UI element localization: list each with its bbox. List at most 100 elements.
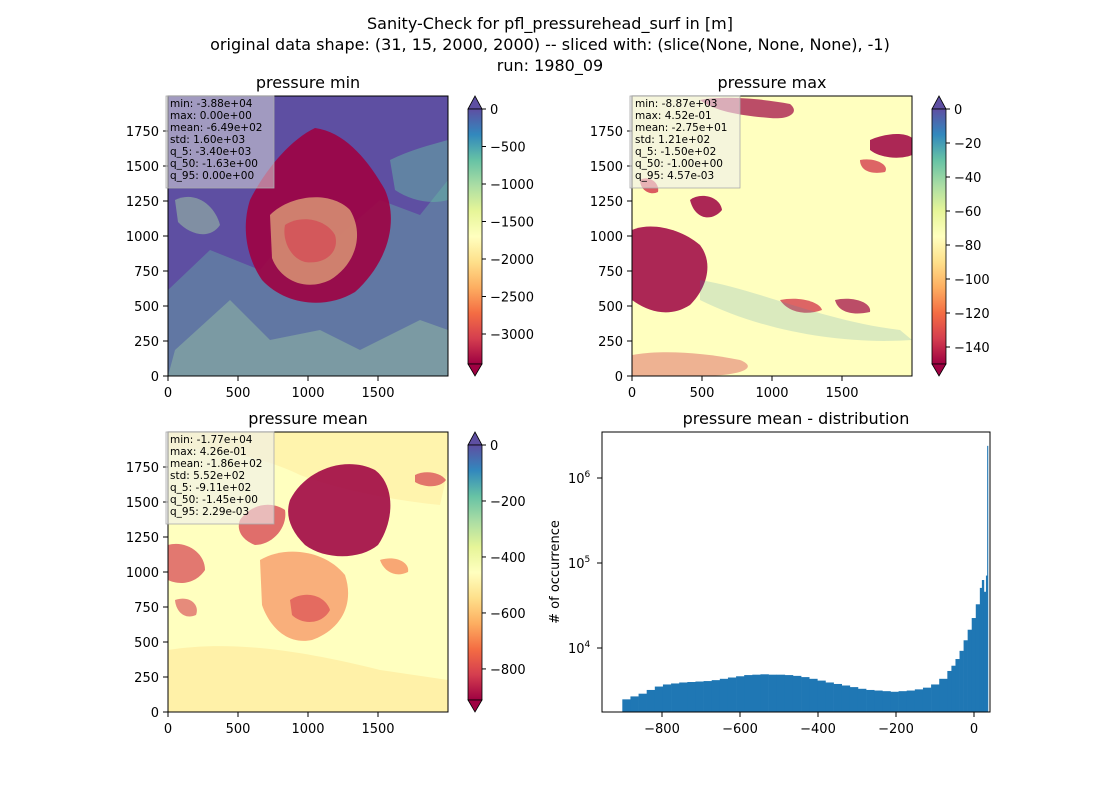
y-tick-label: 1000 xyxy=(126,230,159,245)
y-axis-label: # of occurrence xyxy=(548,520,563,624)
x-tick-label: 500 xyxy=(226,386,251,401)
y-tick-label: 250 xyxy=(134,671,159,686)
stat-line: max: 4.26e-01 xyxy=(170,446,247,458)
histogram-bar xyxy=(646,689,656,712)
x-tick-label: 1000 xyxy=(291,386,324,401)
colorbar-tick-label: 0 xyxy=(954,103,962,118)
histogram-bar xyxy=(985,575,988,712)
x-tick-label: −600 xyxy=(722,722,758,737)
stats-box: min: -3.88e+04 max: 0.00e+00 mean: -6.49… xyxy=(165,95,275,189)
colorbar-extend-bottom xyxy=(467,363,483,377)
x-tick-label: 1500 xyxy=(361,386,394,401)
histogram-bar xyxy=(622,699,631,712)
y-axis: 0 250 500 750 1000 1250 1500 1750 xyxy=(126,461,168,721)
title-line-1: Sanity-Check for pfl_pressurehead_surf i… xyxy=(367,14,733,34)
histogram-bar xyxy=(703,681,712,712)
panel-title: pressure min xyxy=(256,73,360,92)
x-tick-label: 1500 xyxy=(361,722,394,737)
colorbar-tick-label: −800 xyxy=(490,663,526,678)
stat-line: q_95: 2.29e-03 xyxy=(170,506,249,518)
histogram-bar xyxy=(695,681,704,712)
stat-line: q_5: -1.50e+02 xyxy=(635,146,716,158)
histogram-bar xyxy=(967,629,973,712)
x-tick-label: 500 xyxy=(690,386,715,401)
histogram-bar xyxy=(983,591,987,712)
histogram-bar xyxy=(784,675,794,712)
stat-line: q_95: 4.57e-03 xyxy=(635,170,714,182)
x-tick-label: 1000 xyxy=(755,386,788,401)
y-tick-label: 500 xyxy=(598,300,623,315)
y-tick-label: 1500 xyxy=(590,160,623,175)
y-tick-label: 1250 xyxy=(126,531,159,546)
x-tick-label: 1500 xyxy=(825,386,858,401)
colorbar-gradient xyxy=(931,108,947,365)
panel-distribution: pressure mean - distribution −800 −600 −… xyxy=(548,409,991,737)
histogram-bar xyxy=(947,670,952,712)
stat-line: mean: -2.75e+01 xyxy=(635,122,727,134)
histogram-bar xyxy=(809,678,818,712)
histogram-bar xyxy=(817,680,826,712)
y-tick-label: 1750 xyxy=(590,125,623,140)
y-tick-label: 1500 xyxy=(126,496,159,511)
histogram-bar xyxy=(744,675,753,712)
y-tick-label: 250 xyxy=(598,335,623,350)
axes-frame xyxy=(601,431,991,713)
heatmap-image xyxy=(168,96,448,376)
panel-pressure-mean: pressure mean 0 500 1000 1500 0 250 5 xyxy=(126,409,526,737)
histogram-bar xyxy=(768,674,778,712)
histogram-bar xyxy=(679,682,688,712)
colorbar-tick-label: −600 xyxy=(490,607,526,622)
histogram-bar xyxy=(987,445,989,712)
histogram-bar xyxy=(931,684,940,712)
histogram-bar xyxy=(849,687,859,712)
histogram-bar xyxy=(833,683,843,712)
x-axis: 0 500 1000 1500 xyxy=(164,376,395,401)
stat-line: mean: -6.49e+02 xyxy=(170,122,262,134)
x-tick-label: 0 xyxy=(628,386,636,401)
histogram-bar xyxy=(801,677,810,712)
histogram-bar xyxy=(874,690,883,712)
colorbar-tick-label: 0 xyxy=(490,103,498,118)
stat-line: std: 5.52e+02 xyxy=(170,470,245,482)
stat-line: min: -1.77e+04 xyxy=(170,434,253,446)
y-tick-label: 1750 xyxy=(126,125,159,140)
colorbar-gradient xyxy=(467,444,483,701)
y-tick-label: 1000 xyxy=(126,566,159,581)
x-tick-label: 0 xyxy=(970,722,978,737)
histogram-bar xyxy=(857,688,867,712)
colorbar-extend-top xyxy=(467,95,483,110)
y-tick-label: 1500 xyxy=(126,160,159,175)
colorbar-extend-top xyxy=(931,95,947,110)
stat-line: q_5: -9.11e+02 xyxy=(170,482,251,494)
y-axis: 0 250 500 750 1000 1250 1500 1750 xyxy=(590,125,632,385)
colorbar-tick-label: −1500 xyxy=(490,216,534,231)
colorbar-tick-label: −20 xyxy=(954,137,981,152)
histogram-bar xyxy=(975,604,981,712)
x-tick-label: −200 xyxy=(878,722,914,737)
title-line-3: run: 1980_09 xyxy=(497,56,603,76)
histogram-bar xyxy=(638,693,647,712)
colorbar-tick-label: −400 xyxy=(490,551,526,566)
histogram-bar xyxy=(939,678,948,712)
stat-line: min: -8.87e+03 xyxy=(635,98,717,110)
x-tick-label: −400 xyxy=(800,722,836,737)
y-axis: 0 250 500 750 1000 1250 1500 1750 xyxy=(126,125,168,385)
stat-line: min: -3.88e+04 xyxy=(170,98,253,110)
stat-line: max: 4.52e-01 xyxy=(635,110,712,122)
colorbar-tick-label: −500 xyxy=(490,141,526,156)
stat-line: q_50: -1.00e+00 xyxy=(635,158,723,170)
histogram-bar xyxy=(898,691,908,712)
y-tick-label: 0 xyxy=(151,370,159,385)
panel-title: pressure max xyxy=(717,73,826,92)
stat-line: std: 1.60e+03 xyxy=(170,134,245,146)
stats-box: min: -8.87e+03 max: 4.52e-01 mean: -2.75… xyxy=(629,95,741,189)
colorbar-extend-bottom xyxy=(467,699,483,713)
histogram-bar xyxy=(671,683,680,712)
histogram-bar xyxy=(841,685,851,712)
colorbar-tick-label: −3000 xyxy=(490,328,534,343)
y-tick-label: 105 xyxy=(568,555,590,572)
stat-line: q_95: 0.00e+00 xyxy=(170,170,254,182)
histogram-bar xyxy=(866,689,875,712)
histogram-bar xyxy=(719,678,729,712)
